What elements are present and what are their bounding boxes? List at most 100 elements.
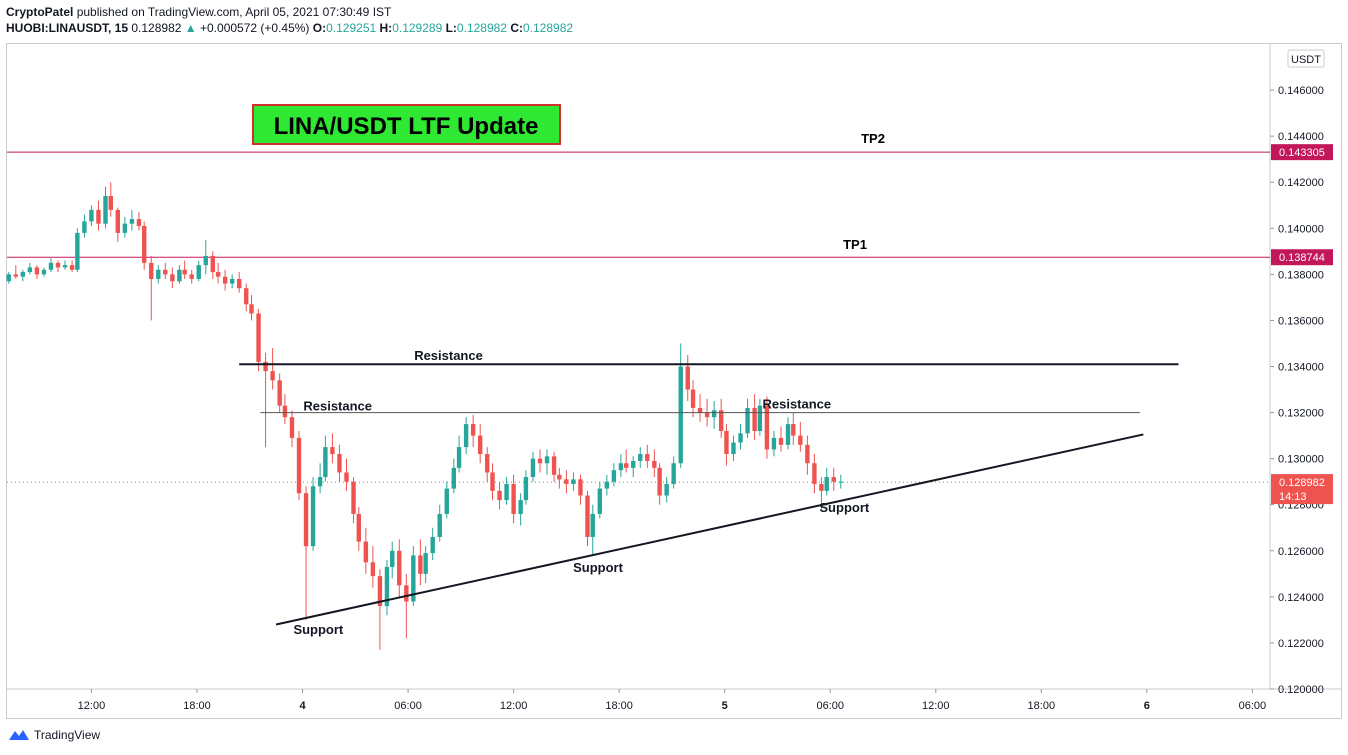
candle-body: [136, 219, 142, 226]
price-chart[interactable]: 0.146000 0.144000 0.142000 0.140000 0.138000…: [0, 0, 1348, 725]
candle-body: [690, 389, 696, 408]
footer-brand[interactable]: TradingView: [34, 728, 101, 742]
candle-body: [477, 435, 483, 455]
candle-body: [103, 196, 108, 224]
candle-body: [170, 274, 175, 282]
candle-body: [122, 223, 128, 233]
author-name[interactable]: CryptoPatel: [6, 5, 74, 19]
candle-body: [282, 405, 288, 418]
candle-body: [69, 265, 75, 270]
candle-body: [263, 361, 268, 372]
candle-body: [177, 269, 182, 282]
price-axis-label-bg: [1271, 474, 1333, 505]
high-value: 0.129289: [392, 21, 443, 35]
candle-body: [444, 488, 449, 514]
annotation-support: Support: [573, 560, 623, 575]
candle-body: [296, 437, 302, 494]
x-tick-label: 06:00: [816, 700, 844, 712]
candle-body: [20, 272, 26, 277]
candle-body: [704, 412, 710, 418]
x-tick-label: 06:00: [1239, 700, 1267, 712]
x-tick-label: 12:00: [922, 700, 950, 712]
x-tick-label: 12:00: [500, 700, 528, 712]
candle-body: [451, 467, 456, 489]
candle-body: [564, 479, 569, 484]
candle-body: [511, 483, 516, 514]
candle-body: [724, 431, 729, 455]
candle-body: [618, 463, 624, 471]
candle-body: [812, 463, 817, 484]
price-countdown-label: 14:13: [1279, 491, 1307, 503]
candle-body: [89, 209, 94, 222]
candle-body: [13, 274, 18, 277]
candle-body: [196, 265, 201, 279]
symbol-line: HUOBI:LINAUSDT, 15 0.128982 ▲ +0.000572 …: [6, 20, 573, 36]
candle-body: [463, 424, 469, 448]
candle-body: [631, 460, 636, 468]
candle-body: [163, 269, 168, 275]
candle-body: [55, 262, 61, 268]
candle-body: [544, 456, 550, 464]
candle-body: [805, 444, 810, 464]
y-tick-label: 0.120000: [1278, 684, 1324, 696]
candle-body: [578, 479, 583, 496]
published-text: published on TradingView.com, April 05, …: [76, 5, 392, 19]
candle-body: [411, 555, 416, 602]
candle-body: [229, 278, 235, 284]
x-tick-label: 06:00: [394, 700, 422, 712]
candle-body: [323, 447, 328, 478]
candle-body: [738, 433, 743, 443]
candle-body: [222, 276, 228, 284]
candle-body: [96, 209, 101, 224]
candle-body: [303, 493, 309, 547]
candle-body: [838, 481, 843, 483]
candle-body: [48, 262, 54, 270]
candle-body: [752, 407, 757, 431]
candle-body: [523, 477, 529, 501]
candle-body: [256, 313, 261, 362]
candle-body: [551, 456, 557, 475]
candle-body: [604, 481, 610, 489]
candle-body: [182, 269, 187, 275]
candle-body: [82, 221, 87, 233]
candle-body: [249, 304, 254, 314]
chart-title: LINA/USDT LTF Update: [274, 113, 539, 140]
last-price: 0.128982: [131, 21, 182, 35]
tradingview-logo-icon: [9, 730, 29, 740]
candle-body: [504, 483, 509, 501]
candle-body: [623, 463, 629, 468]
candle-body: [108, 196, 113, 210]
candle-body: [363, 541, 369, 563]
candle-body: [718, 410, 724, 431]
candle-body: [62, 265, 68, 268]
candle-body: [638, 454, 643, 461]
candle-body: [831, 477, 836, 482]
y-tick-label: 0.142000: [1278, 177, 1324, 189]
candle-body: [470, 424, 476, 436]
candle-body: [430, 536, 435, 554]
up-arrow-icon: ▲: [184, 21, 197, 35]
candle-body: [824, 477, 829, 491]
candle-body: [764, 405, 770, 450]
candle-body: [685, 366, 690, 390]
candle-body: [203, 255, 208, 266]
y-tick-label: 0.130000: [1278, 454, 1324, 466]
x-tick-label: 5: [722, 700, 728, 712]
open-label: O:: [312, 21, 327, 35]
candle-body: [41, 269, 47, 275]
candle-body: [497, 490, 502, 501]
candle-body: [557, 474, 562, 480]
candle-body: [697, 407, 703, 413]
currency-badge: [1287, 49, 1325, 68]
candle-body: [597, 488, 603, 514]
chart-frame: [6, 43, 1342, 719]
y-tick-label: 0.124000: [1278, 592, 1324, 604]
candle-body: [351, 481, 356, 514]
price-axis-label-bg: [1271, 144, 1333, 161]
candle-body: [771, 437, 777, 450]
candle-body: [664, 483, 669, 496]
candle-body: [236, 278, 242, 289]
footer: TradingView: [8, 728, 100, 742]
low-value: 0.128982: [456, 21, 507, 35]
y-tick-label: 0.140000: [1278, 223, 1324, 235]
